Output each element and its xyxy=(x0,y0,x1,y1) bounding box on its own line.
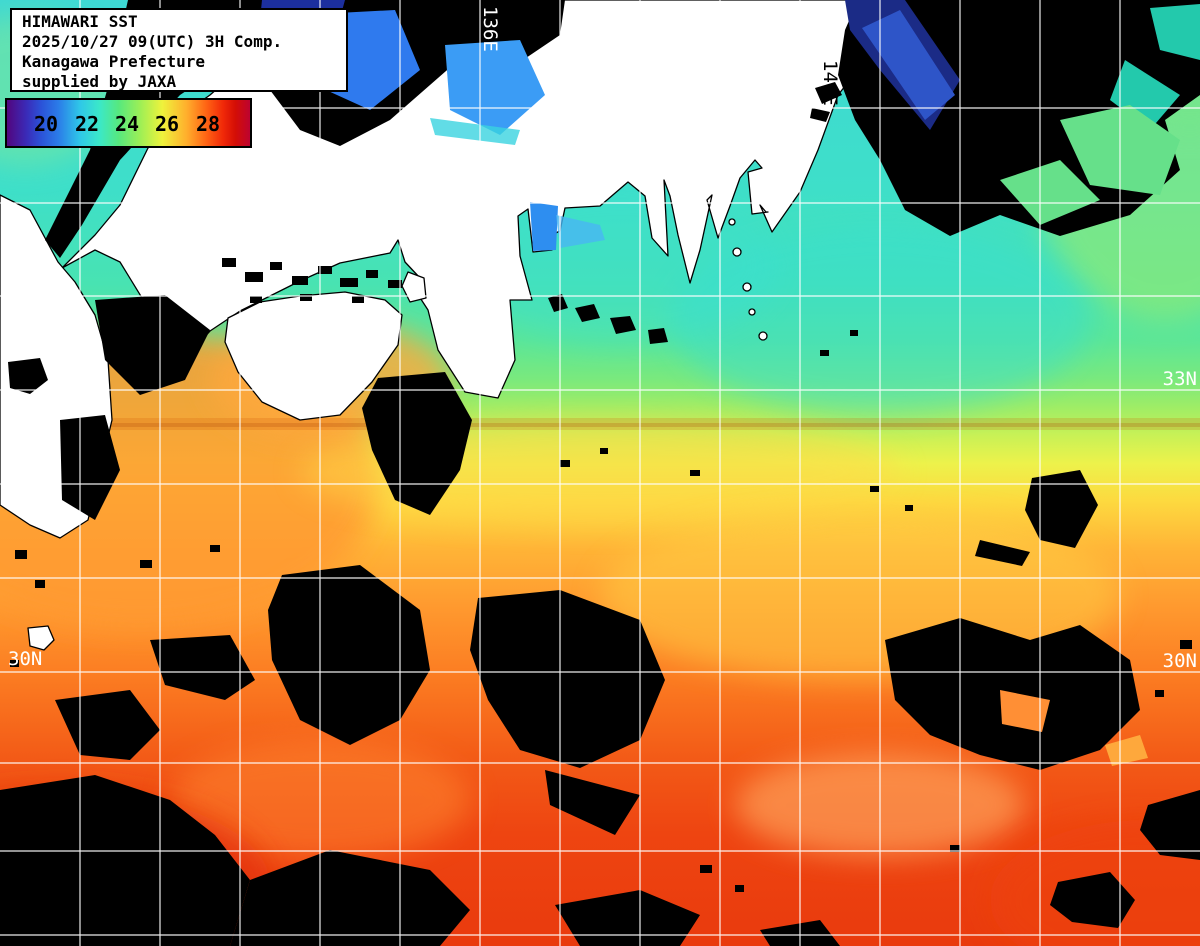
colorbar-tick-24: 24 xyxy=(114,112,140,136)
cloud-mid-left-2 xyxy=(150,635,255,700)
bay-cold-water xyxy=(530,202,605,251)
colorbar-tick-22: 22 xyxy=(74,112,100,136)
cloud-bottom-left2 xyxy=(230,850,470,946)
grid-labels: 136E 140E 33N 30N 30N xyxy=(8,6,1197,672)
cloud-kyushu-south xyxy=(60,415,120,520)
land xyxy=(0,0,901,651)
izu-island xyxy=(758,331,768,341)
cloud-specks xyxy=(10,330,1192,892)
lon-label-140e: 140E xyxy=(819,60,841,106)
izu-island xyxy=(728,218,736,226)
lat-label-30n-right: 30N xyxy=(1163,650,1197,672)
cloud-island-33n xyxy=(8,358,48,394)
cloud-left-lower xyxy=(55,690,160,760)
cloud-seto-speckle xyxy=(222,258,402,303)
cloud-center-big xyxy=(470,590,665,768)
seam-artifact xyxy=(0,418,1200,430)
cloud-bottom-center xyxy=(555,890,700,946)
cloud-mid-left-1 xyxy=(268,565,430,745)
land-awaji-island xyxy=(401,271,427,303)
lat-label-30n-left: 30N xyxy=(8,648,42,670)
cloud-right-mid-tail xyxy=(975,540,1030,566)
izu-island xyxy=(742,282,752,292)
map-datetime: 2025/10/27 09(UTC) 3H Comp. xyxy=(22,32,283,51)
land-yakushima-island xyxy=(27,625,55,651)
colorbar-gradient xyxy=(7,100,250,146)
cloud-bottom-left xyxy=(0,775,250,946)
lat-label-33n-right: 33N xyxy=(1163,368,1197,390)
colorbar-tick-26: 26 xyxy=(154,112,180,136)
temperature-colorbar: 20 22 24 26 28 xyxy=(5,98,252,148)
cloud-center-tail xyxy=(545,770,640,835)
lon-label-136e: 136E xyxy=(479,6,501,52)
cloud-center-left xyxy=(362,372,472,515)
cloud-right-edge xyxy=(1140,790,1200,860)
colorbar-tick-20: 20 xyxy=(33,112,59,136)
seam-artifact-core xyxy=(0,423,1200,427)
colorbar-tick-28: 28 xyxy=(195,112,221,136)
cloud-kyushu-east xyxy=(95,295,210,395)
map-title: HIMAWARI SST xyxy=(22,12,138,31)
header-box: HIMAWARI SST 2025/10/27 09(UTC) 3H Comp.… xyxy=(10,8,348,92)
map-region: Kanagawa Prefecture xyxy=(22,52,206,71)
cloud-right-mid xyxy=(1025,470,1098,548)
map-credit: supplied by JAXA xyxy=(22,72,177,91)
izu-island xyxy=(732,247,742,257)
cloud-bottom-right xyxy=(1050,872,1135,928)
izu-island xyxy=(748,308,756,316)
cloud-boso-specks xyxy=(810,82,842,122)
